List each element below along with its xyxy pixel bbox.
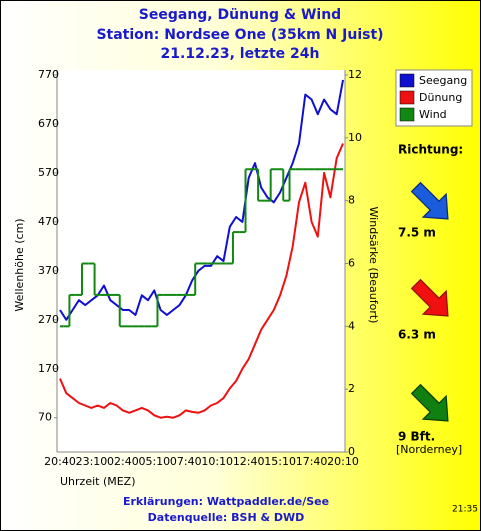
x-tick-label: 07:40 — [170, 455, 202, 468]
legend-label: Seegang — [419, 74, 467, 87]
y2-tick-label: 12 — [348, 68, 362, 81]
y-tick-label: 270 — [38, 313, 59, 326]
x-tick-label: 10:10 — [201, 455, 233, 468]
x-tick-label: 12:40 — [233, 455, 265, 468]
x-tick-label: 02:40 — [107, 455, 139, 468]
legend-swatch — [399, 73, 415, 88]
y-tick-label: 670 — [38, 117, 59, 130]
y-tick-label: 470 — [38, 215, 59, 228]
plot-area — [57, 70, 345, 452]
y-tick-label: 770 — [38, 68, 59, 81]
direction-value: 6.3 m — [398, 328, 436, 342]
legend-label: Dünung — [419, 91, 462, 104]
direction-arrow — [410, 181, 449, 220]
direction-heading: Richtung: — [398, 143, 463, 157]
y-tick-label: 570 — [38, 166, 59, 179]
y-tick-label: 170 — [38, 362, 59, 375]
x-tick-label: 20:40 — [44, 455, 76, 468]
footer: Erklärungen: Wattpaddler.de/See — [123, 495, 329, 508]
x-tick-label: 05:10 — [138, 455, 170, 468]
y2-tick-label: 6 — [348, 257, 355, 270]
chart-title: Seegang, Dünung & Wind — [139, 7, 341, 23]
y2-tick-label: 10 — [348, 131, 362, 144]
direction-value: 7.5 m — [398, 226, 436, 240]
y2-tick-label: 2 — [348, 382, 355, 395]
chart-subtitle: Station: Nordsee One (35km N Juist) — [96, 27, 383, 43]
y-tick-label: 370 — [38, 264, 59, 277]
x-tick-label: 20:10 — [327, 455, 359, 468]
chart-subtitle: 21.12.23, letzte 24h — [161, 46, 320, 62]
x-tick-label: 23:10 — [76, 455, 108, 468]
series-line — [59, 143, 344, 419]
station-label: [Norderney] — [396, 443, 462, 456]
timestamp: 21:35 — [452, 505, 478, 515]
footer: Datenquelle: BSH & DWD — [148, 511, 305, 524]
x-tick-label: 17:40 — [296, 455, 328, 468]
y2-tick-label: 4 — [348, 319, 355, 332]
x-tick-label: 15:10 — [264, 455, 296, 468]
legend-swatch — [399, 107, 415, 122]
x-axis-label: Uhrzeit (MEZ) — [60, 475, 136, 488]
series-line — [59, 79, 344, 321]
y2-axis-label: Windsärke (Beaufort) — [367, 207, 380, 324]
direction-arrow — [410, 278, 449, 317]
legend-label: Wind — [419, 108, 447, 121]
y-axis-label: Wellenhöhe (cm) — [13, 218, 26, 311]
direction-value: 9 Bft. — [398, 430, 435, 444]
y2-tick-label: 0 — [348, 445, 355, 458]
y2-tick-label: 8 — [348, 194, 355, 207]
legend-swatch — [399, 90, 415, 105]
y-tick-label: 70 — [38, 411, 52, 424]
direction-arrow — [410, 383, 449, 422]
